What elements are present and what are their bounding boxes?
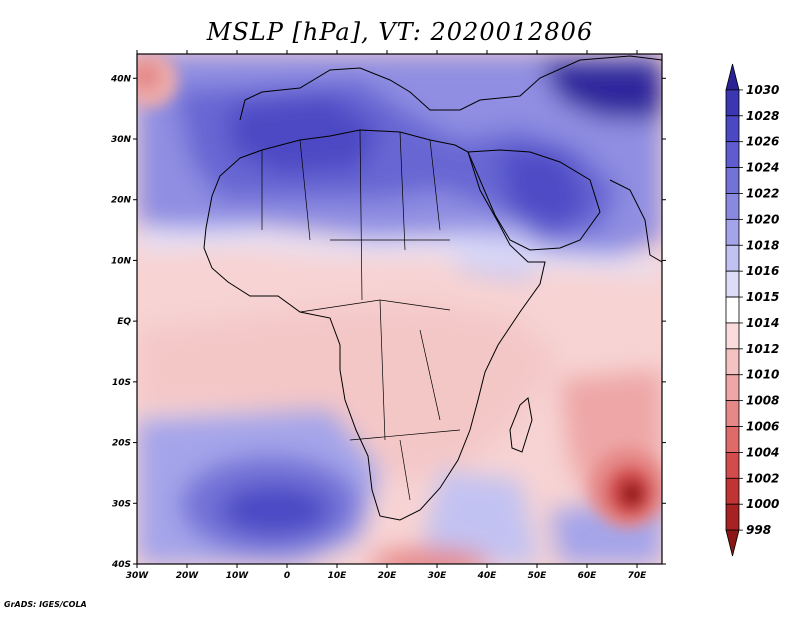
colorbar-swatch xyxy=(725,400,740,427)
colorbar-label: 1016 xyxy=(746,264,779,278)
lon-label: 40E xyxy=(477,571,498,581)
map-title: MSLP [hPa], VT: 2020012806 xyxy=(206,18,594,46)
lon-label: 70E xyxy=(628,571,648,581)
lon-label: 10E xyxy=(328,571,348,581)
pressure-field xyxy=(137,54,662,564)
colorbar-swatch xyxy=(725,322,740,350)
colorbar-swatch xyxy=(725,529,740,557)
colorbar-swatch xyxy=(725,141,740,168)
country-borders xyxy=(261,129,461,501)
grads-credit: GrADS: IGES/COLA xyxy=(4,600,87,609)
lat-label: 40S xyxy=(111,560,131,570)
africa-coastline xyxy=(203,129,546,521)
colorbar-swatch xyxy=(725,270,740,298)
lat-label: 20N xyxy=(111,196,132,206)
colorbar-label: 1010 xyxy=(746,368,779,382)
colorbar-label: 1000 xyxy=(746,497,779,511)
colorbar-label: 1002 xyxy=(746,471,779,485)
colorbar-swatch xyxy=(725,426,740,453)
colorbar-label: 1028 xyxy=(746,109,779,123)
colorbar-label: 1018 xyxy=(746,238,779,252)
plot-frame xyxy=(136,53,663,565)
colorbar-swatch xyxy=(725,503,740,531)
axis-ticks xyxy=(133,50,666,568)
colorbar-swatch xyxy=(725,348,740,376)
colorbar-swatch xyxy=(725,115,740,143)
madagascar-coastline xyxy=(509,397,533,453)
colorbar-swatch xyxy=(725,89,740,117)
colorbar-label: 1006 xyxy=(746,420,779,434)
colorbar-label: 1030 xyxy=(746,83,779,97)
lon-label: 0 xyxy=(284,571,290,581)
colorbar-label: 1015 xyxy=(746,290,779,304)
colorbar-label: 1020 xyxy=(746,212,779,226)
colorbar-swatch xyxy=(725,374,740,402)
lat-label: 10N xyxy=(111,256,132,266)
lon-label: 30E xyxy=(428,571,448,581)
lat-label: 20S xyxy=(112,439,131,449)
colorbar-label: 998 xyxy=(746,523,771,537)
colorbar-swatch xyxy=(725,244,740,272)
colorbar-swatch xyxy=(725,477,740,505)
colorbar-swatch xyxy=(725,63,740,91)
colorbar-label: 1012 xyxy=(746,342,779,356)
coastlines xyxy=(203,55,662,521)
lon-label: 60E xyxy=(578,571,598,581)
lat-label: 30N xyxy=(111,135,132,145)
lat-label: 10S xyxy=(112,378,131,388)
colorbar-label: 1026 xyxy=(746,135,779,149)
lat-label: 40N xyxy=(110,74,132,84)
colorbar-label: 1008 xyxy=(746,394,779,408)
colorbar-swatch xyxy=(725,167,740,194)
colorbar-label: 1014 xyxy=(746,316,779,330)
lon-label: 50E xyxy=(528,571,548,581)
colorbar: 1030 1028 1026 1024 1022 1020 1018 1016 1015 1014… xyxy=(725,63,779,557)
india-coastline xyxy=(609,179,662,263)
arabia-coastline xyxy=(467,149,601,251)
lat-label: 30S xyxy=(112,499,131,509)
colorbar-label: 1022 xyxy=(746,186,779,200)
lon-label: 30W xyxy=(126,571,150,581)
lon-label: 20W xyxy=(176,571,200,581)
colorbar-swatch xyxy=(725,218,740,246)
colorbar-swatch xyxy=(725,296,740,324)
europe-coastline xyxy=(239,55,662,121)
colorbar-swatch xyxy=(725,452,740,479)
lon-label: 20E xyxy=(378,571,398,581)
axis-labels: 30W 20W 10W 0 10E 20E 30E 40E 50E 60E 70E 40N 30N 20N… xyxy=(110,74,647,581)
colorbar-label: 1024 xyxy=(746,161,779,175)
colorbar-swatch xyxy=(725,193,740,220)
colorbar-label: 1004 xyxy=(746,445,779,459)
lat-label: EQ xyxy=(117,317,131,327)
lon-label: 10W xyxy=(226,571,250,581)
